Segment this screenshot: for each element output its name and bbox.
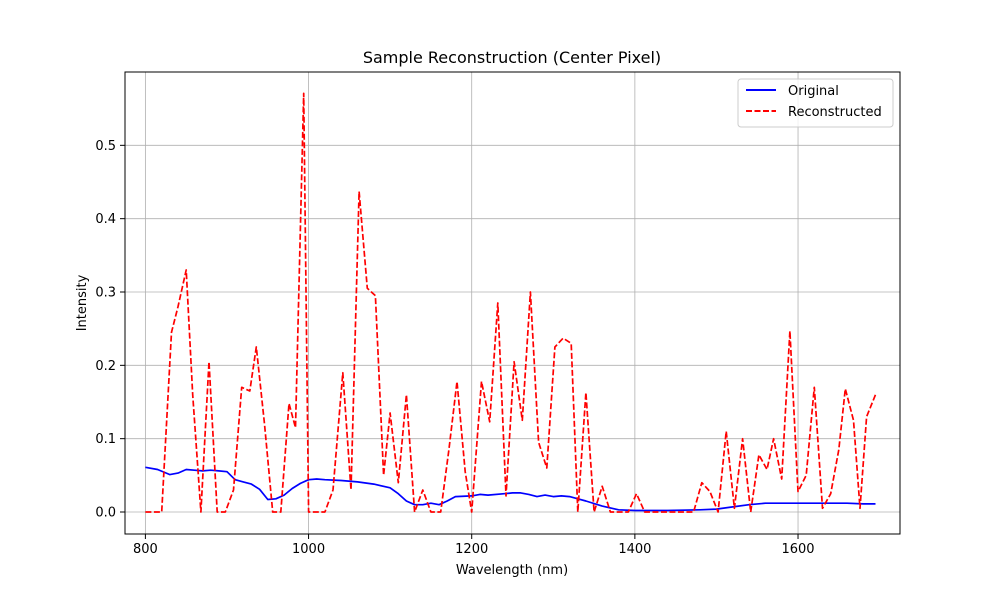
series-layer xyxy=(145,92,877,513)
chart-title: Sample Reconstruction (Center Pixel) xyxy=(363,48,661,67)
y-tick-label: 0.5 xyxy=(95,139,116,154)
x-axis-label: Wavelength (nm) xyxy=(456,563,568,578)
x-tick-label: 1200 xyxy=(455,542,488,557)
tick-layer: 800 1000 1200 1400 1600 0.0 0.1 0.2 0.3 0.4 0.5 xyxy=(95,139,814,557)
x-tick-label: 1600 xyxy=(781,542,814,557)
legend: Original Reconstructed xyxy=(737,78,894,128)
legend-label-original: Original xyxy=(788,84,839,99)
x-tick-label: 800 xyxy=(133,542,158,557)
x-tick-label: 1000 xyxy=(292,542,325,557)
x-tick-label: 1400 xyxy=(618,542,651,557)
y-axis-label: Intensity xyxy=(75,274,90,331)
legend-box xyxy=(737,78,894,128)
series-line-original xyxy=(145,466,876,512)
plot-frame xyxy=(124,71,901,535)
y-tick-label: 0.4 xyxy=(95,212,116,227)
y-tick-label: 0.0 xyxy=(95,506,116,521)
series-line-reconstructed xyxy=(145,92,877,513)
y-tick-label: 0.2 xyxy=(95,359,116,374)
legend-label-reconstructed: Reconstructed xyxy=(788,105,882,120)
y-tick-label: 0.1 xyxy=(95,432,116,447)
y-tick-label: 0.3 xyxy=(95,286,116,301)
